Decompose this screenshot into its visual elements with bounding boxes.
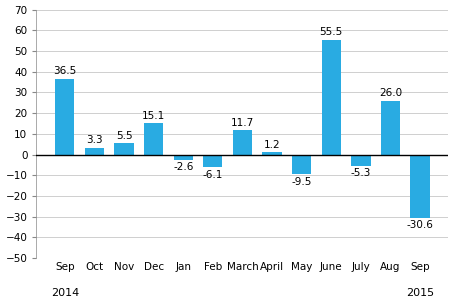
Text: 2014: 2014: [51, 288, 79, 298]
Bar: [203, 155, 222, 167]
Text: 36.5: 36.5: [53, 66, 76, 76]
Bar: [85, 148, 104, 155]
Text: 15.1: 15.1: [142, 111, 165, 121]
Bar: [262, 152, 281, 155]
Bar: [55, 79, 74, 155]
Text: 2015: 2015: [406, 288, 434, 298]
Text: -30.6: -30.6: [407, 220, 434, 230]
Text: 11.7: 11.7: [231, 118, 254, 128]
Text: -9.5: -9.5: [291, 177, 312, 187]
Text: 26.0: 26.0: [379, 88, 402, 98]
Bar: [321, 40, 341, 155]
Bar: [381, 101, 400, 155]
Bar: [144, 123, 163, 155]
Bar: [114, 143, 133, 155]
Text: -6.1: -6.1: [202, 170, 223, 180]
Bar: [292, 155, 311, 174]
Bar: [410, 155, 430, 218]
Bar: [233, 130, 252, 155]
Text: -2.6: -2.6: [173, 162, 193, 172]
Bar: [351, 155, 370, 165]
Bar: [173, 155, 193, 160]
Text: -5.3: -5.3: [350, 168, 371, 178]
Text: 1.2: 1.2: [264, 140, 281, 149]
Text: 55.5: 55.5: [320, 27, 343, 37]
Text: 3.3: 3.3: [86, 135, 103, 145]
Text: 5.5: 5.5: [116, 131, 132, 141]
